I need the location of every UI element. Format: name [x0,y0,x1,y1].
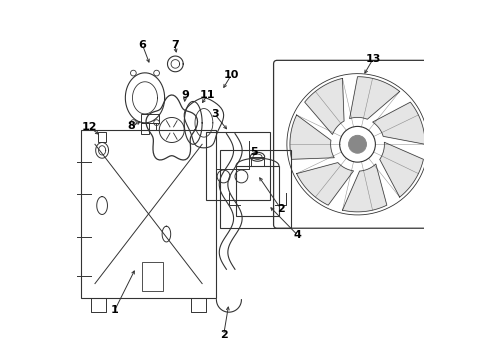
Bar [142,262,163,291]
Bar [142,114,159,123]
Text: 9: 9 [181,90,189,100]
Text: 1: 1 [111,305,119,315]
Text: 13: 13 [365,54,381,64]
Polygon shape [296,163,354,205]
Bar [81,130,217,298]
Text: 12: 12 [82,122,98,132]
Bar [236,166,279,216]
Text: 7: 7 [171,40,178,50]
Polygon shape [349,77,400,119]
Polygon shape [343,164,387,212]
Polygon shape [373,102,425,144]
Bar [206,132,270,200]
Bar [142,123,149,134]
Text: 3: 3 [211,109,219,119]
Bar [98,132,106,143]
Text: 10: 10 [224,69,239,80]
Polygon shape [290,115,334,159]
Text: 4: 4 [294,230,302,240]
Text: 6: 6 [139,40,147,50]
Text: 5: 5 [250,147,258,157]
Text: 8: 8 [127,121,135,131]
Text: 11: 11 [200,90,215,100]
Bar [251,157,264,166]
Circle shape [348,135,367,153]
Polygon shape [380,142,423,197]
Text: 2: 2 [277,203,285,213]
Bar [220,150,292,228]
Polygon shape [305,78,344,135]
Text: 2: 2 [220,330,227,341]
